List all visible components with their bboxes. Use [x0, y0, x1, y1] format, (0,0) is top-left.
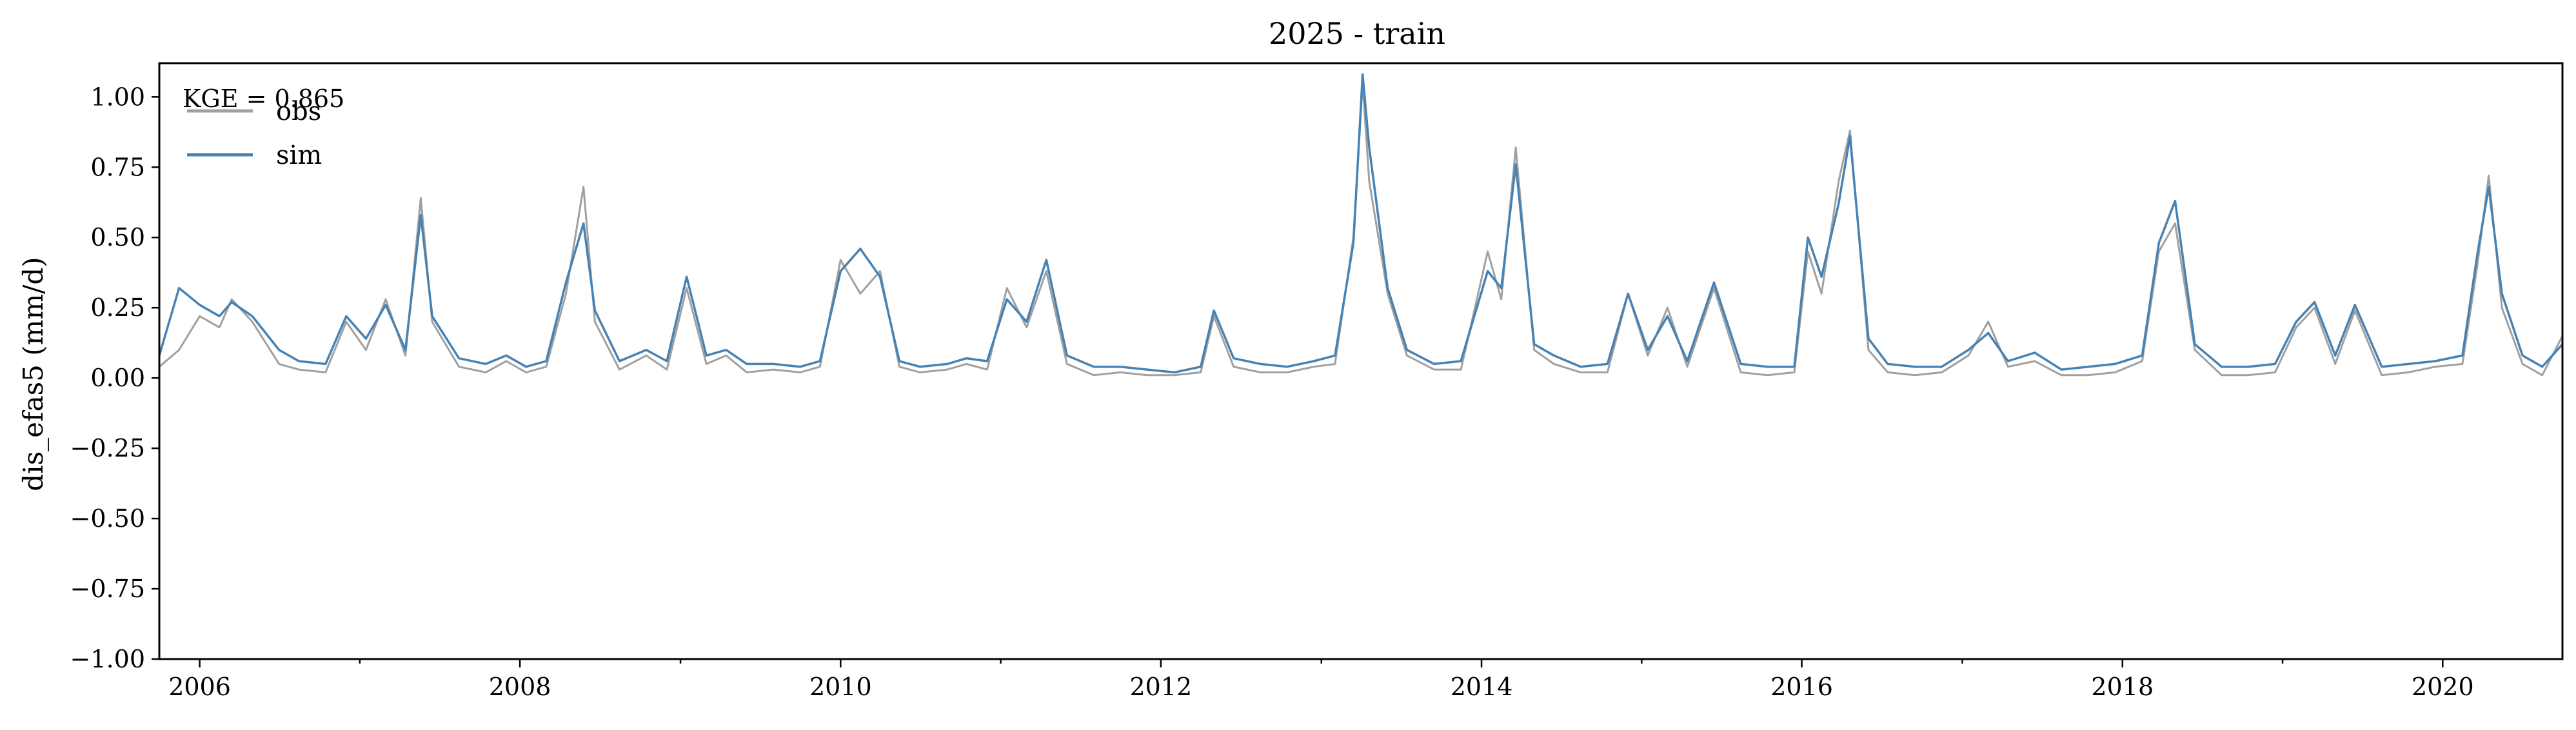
y-tick-label: 0.00: [90, 364, 145, 392]
x-tick-label: 2020: [2412, 673, 2474, 701]
y-tick-label: −0.25: [70, 434, 145, 462]
y-tick-label: 0.50: [90, 223, 145, 252]
y-tick-label: 1.00: [90, 83, 145, 111]
x-tick-label: 2016: [1770, 673, 1833, 701]
plot-frame: [159, 63, 2562, 659]
x-tick-label: 2012: [1129, 673, 1192, 701]
series-line-sim: [159, 74, 2562, 372]
y-tick-label: 0.25: [90, 293, 145, 322]
x-tick-label: 2008: [489, 673, 551, 701]
series-layer: [159, 74, 2562, 375]
y-tick-label: −1.00: [70, 645, 145, 673]
series-sim: [159, 74, 2562, 372]
y-tick-label: −0.75: [70, 575, 145, 603]
x-tick-label: 2010: [809, 673, 872, 701]
y-axis-ticks: 1.00 0.75 0.50 0.25 0.00 −0.25 −0.50 −0.75 −1.00: [70, 83, 159, 673]
legend-sim-label: sim: [276, 141, 322, 170]
chart-title: 2025 - train: [1269, 16, 1445, 51]
y-tick-label: −0.50: [70, 504, 145, 533]
x-tick-label: 2014: [1451, 673, 1513, 701]
x-tick-label: 2006: [168, 673, 231, 701]
x-axis-ticks: 2006 2008 2010 2012 2014 2016 2018 2020: [168, 659, 2473, 701]
x-tick-label: 2018: [2091, 673, 2154, 701]
y-axis-label: dis_efas5 (mm/d): [17, 257, 49, 491]
legend-obs-label: obs: [276, 97, 321, 126]
y-tick-label: 0.75: [90, 153, 145, 181]
